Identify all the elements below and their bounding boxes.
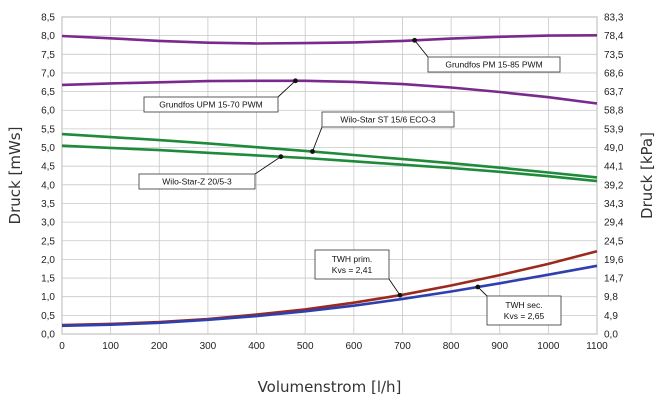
y-tick-label-left: 0,0 [41,330,55,341]
callout-leader [254,156,282,175]
series-line-2 [61,79,598,105]
y-tick-label-left: 3,0 [41,218,55,229]
y-tick-label-right: 63,7 [604,87,624,98]
callout-text: TWH prim. [332,254,373,264]
series-layer [61,34,598,328]
callout-dot [412,37,418,43]
y-axis-title-right: Druck [kPa] [638,132,656,219]
y-tick-label-left: 2,0 [41,255,55,266]
x-tick-label: 400 [248,341,265,352]
x-tick-label: 600 [345,341,362,352]
y-tick-label-left: 5,0 [41,143,55,154]
callout-text: Grundfos UPM 15-70 PWM [159,100,262,110]
y-tick-label-left: 8,0 [41,31,55,42]
y-tick-label-left: 6,5 [41,87,55,98]
y-tick-label-right: 24,5 [604,236,624,247]
y-tick-label-left: 5,5 [41,124,55,135]
callout-leader [414,40,429,58]
callout-text: TWH sec. [505,300,542,310]
y-tick-label-left: 2,5 [41,236,55,247]
callout-text: Grundfos PM 15-85 PWM [445,60,542,70]
y-tick-label-right: 73,5 [604,50,624,61]
y-tick-label-left: 1,5 [41,274,55,285]
x-tick-label: 900 [491,341,508,352]
callout-dot [397,292,403,298]
y-tick-label-right: 34,3 [604,199,624,210]
y-tick-label-right: 49,0 [604,143,624,154]
y-tick-label-right: 53,9 [604,124,624,135]
callout-box [427,56,561,73]
y-tick-label-left: 7,0 [41,68,55,79]
y-tick-label-right: 58,8 [604,106,624,117]
callout-text: Kvs = 2,65 [504,311,545,321]
x-tick-label: 1000 [537,341,560,352]
callout-text: Kvs = 2,41 [332,265,373,275]
callouts: Grundfos PM 15-85 PWM Grundfos UPM 15-70 … [138,37,562,326]
y-tick-label-right: 4,9 [604,311,618,322]
callout-text: Wilo-Star-Z 20/5-3 [162,177,232,187]
y-tick-label-right: 68,6 [604,68,624,79]
series-line-4 [61,144,598,183]
y-axis-title-left: Druck [mWs] [6,127,24,225]
callout-text: Wilo-Star ST 15/6 ECO-3 [340,115,436,125]
y-tick-label-left: 4,5 [41,162,55,173]
callout-box [314,249,390,280]
series-line-3 [61,132,598,179]
y-tick-label-left: 8,5 [41,13,55,24]
callout-box [486,295,562,326]
x-tick-label: 500 [297,341,314,352]
y-tick-label-right: 44,1 [604,162,624,173]
y-tick-label-left: 0,5 [41,311,55,322]
callout-dot [278,154,284,160]
x-tick-label: 700 [394,341,411,352]
y-tick-label-right: 19,6 [604,255,624,266]
callout-leader [388,278,401,296]
x-tick-label: 100 [102,341,119,352]
y-tick-label-right: 78,4 [604,31,624,42]
y-tick-label-right: 9,8 [604,292,618,303]
x-tick-label: 0 [59,341,65,352]
x-tick-label: 1100 [586,341,608,352]
callout-dot [475,284,481,290]
y-tick-label-right: 0,0 [604,330,618,341]
y-tick-label-right: 29,4 [604,218,624,229]
x-axis-title: Volumenstrom [l/h] [258,378,402,396]
y-tick-label-right: 39,2 [604,180,624,191]
y-tick-label-left: 7,5 [41,50,55,61]
callout-box [143,96,279,113]
y-tick-label-right: 14,7 [604,274,624,285]
y-tick-label-left: 1,0 [41,292,55,303]
callout-box [138,173,256,190]
x-tick-label: 300 [200,341,217,352]
x-tick-label: 200 [151,341,168,352]
callout-dot [310,149,315,154]
callout-box [321,111,455,128]
callout-dot [293,78,298,84]
series-line-1 [61,34,598,45]
y-tick-label-left: 3,5 [41,199,55,210]
series-line-6 [61,264,598,328]
y-tick-label-left: 4,0 [41,180,55,191]
callout-leader [277,80,296,98]
x-tick-label: 800 [443,341,460,352]
callout-leader [312,126,323,152]
y-tick-label-right: 83,3 [604,13,624,24]
y-tick-label-left: 6,0 [41,106,55,117]
